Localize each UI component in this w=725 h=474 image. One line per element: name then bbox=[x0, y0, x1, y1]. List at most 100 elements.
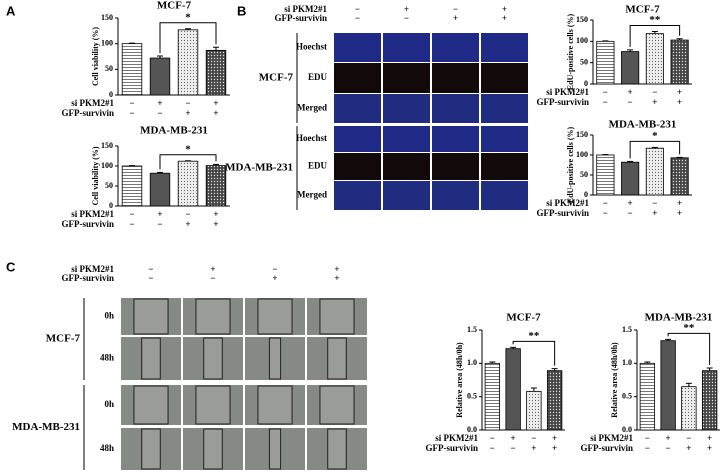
y-tick-label: 0.0 bbox=[622, 425, 632, 434]
condition-sign: + bbox=[677, 97, 682, 107]
bar bbox=[645, 147, 664, 196]
row-label: 0h bbox=[104, 311, 114, 321]
condition-name: si PKM2#1 bbox=[546, 198, 589, 208]
significance-bracket bbox=[629, 25, 681, 47]
condition-sign: + bbox=[628, 198, 633, 208]
micrograph bbox=[383, 126, 430, 152]
condition-name: si PKM2#1 bbox=[284, 4, 327, 14]
wound-area bbox=[327, 337, 347, 380]
condition-name: GFP-survivin bbox=[61, 273, 114, 283]
micrograph bbox=[481, 181, 528, 210]
condition-sign: + bbox=[707, 443, 712, 453]
chart-title: MDA-MB-231 bbox=[140, 125, 208, 137]
y-tick-label: 150 bbox=[101, 13, 113, 22]
condition-sign: − bbox=[628, 208, 633, 218]
condition-sign: + bbox=[652, 97, 657, 107]
bar bbox=[546, 370, 563, 431]
y-tick-label: 150 bbox=[576, 15, 588, 24]
condition-sign: + bbox=[677, 208, 682, 218]
micrograph bbox=[481, 126, 528, 152]
condition-name: si PKM2#1 bbox=[71, 98, 114, 108]
row-label: 0h bbox=[104, 399, 114, 409]
condition-sign: − bbox=[686, 433, 691, 443]
chart-title: MCF-7 bbox=[625, 4, 660, 16]
row-label: EDU bbox=[308, 161, 328, 171]
panel-label: A bbox=[6, 3, 16, 18]
bar bbox=[205, 165, 227, 207]
condition-sign: − bbox=[185, 98, 190, 108]
bar bbox=[681, 386, 697, 431]
condition-sign: + bbox=[677, 87, 682, 97]
bar bbox=[670, 39, 689, 85]
y-tick-label: 100 bbox=[576, 36, 588, 45]
group-label: MCF-7 bbox=[46, 333, 81, 345]
y-tick-label: 0 bbox=[584, 79, 588, 88]
y-tick-label: 0 bbox=[109, 201, 113, 210]
condition-sign: + bbox=[334, 264, 339, 274]
condition-sign: − bbox=[404, 13, 409, 23]
condition-sign: − bbox=[666, 443, 671, 453]
bar bbox=[596, 40, 615, 85]
y-tick-label: 50 bbox=[580, 57, 588, 66]
panel-label: B bbox=[237, 3, 246, 18]
micrograph bbox=[481, 63, 528, 93]
significance-bracket bbox=[159, 22, 217, 53]
condition-name: GFP-survivin bbox=[425, 443, 478, 453]
y-axis-label: EdU-positive cells (%) bbox=[566, 13, 575, 90]
condition-sign: − bbox=[272, 264, 277, 274]
condition-sign: − bbox=[531, 433, 536, 443]
y-axis-label: EdU-positive cells (%) bbox=[566, 126, 575, 203]
y-tick-label: 0.0 bbox=[467, 425, 477, 434]
y-axis-label: Cell viability (%) bbox=[91, 27, 100, 86]
condition-name: si PKM2#1 bbox=[71, 264, 114, 274]
y-tick-label: 100 bbox=[101, 161, 113, 170]
bar bbox=[149, 172, 171, 207]
micrograph bbox=[334, 33, 381, 62]
condition-sign: + bbox=[213, 108, 218, 118]
bar bbox=[121, 165, 143, 207]
row-label: Merged bbox=[297, 190, 327, 200]
significance-bracket bbox=[512, 340, 556, 366]
bar bbox=[660, 340, 676, 431]
condition-sign: − bbox=[645, 433, 650, 443]
significance-label: ** bbox=[649, 14, 661, 26]
micrograph bbox=[432, 33, 479, 62]
condition-sign: + bbox=[666, 433, 671, 443]
micrograph bbox=[334, 63, 381, 93]
condition-sign: − bbox=[453, 4, 458, 14]
bar bbox=[505, 348, 521, 431]
bar bbox=[177, 160, 199, 207]
micrograph bbox=[432, 126, 479, 152]
condition-sign: + bbox=[213, 219, 218, 229]
condition-sign: − bbox=[645, 443, 650, 453]
row-label: Hoechst bbox=[296, 42, 327, 52]
condition-sign: + bbox=[404, 4, 409, 14]
bar bbox=[701, 370, 718, 431]
condition-sign: + bbox=[652, 208, 657, 218]
condition-sign: + bbox=[552, 443, 557, 453]
y-axis-label: Cell viability (%) bbox=[91, 146, 100, 205]
bar bbox=[596, 154, 615, 196]
condition-sign: − bbox=[129, 209, 134, 219]
row-label: 48h bbox=[100, 443, 114, 453]
y-tick-label: 50 bbox=[105, 64, 113, 73]
condition-name: si PKM2#1 bbox=[546, 87, 589, 97]
y-tick-label: 100 bbox=[576, 150, 588, 159]
wound-area bbox=[195, 298, 231, 335]
condition-sign: + bbox=[157, 209, 162, 219]
row-label: EDU bbox=[308, 72, 328, 82]
micrograph bbox=[383, 63, 430, 93]
y-tick-label: 1.5 bbox=[622, 325, 632, 334]
condition-sign: − bbox=[490, 443, 495, 453]
micrograph bbox=[334, 153, 381, 180]
wound-area bbox=[203, 337, 223, 380]
row-label: Hoechst bbox=[296, 133, 327, 143]
significance-label: * bbox=[185, 11, 191, 23]
condition-sign: + bbox=[185, 108, 190, 118]
group-label: MCF-7 bbox=[259, 72, 294, 84]
condition-sign: − bbox=[129, 98, 134, 108]
bar bbox=[177, 29, 199, 96]
y-tick-label: 1.5 bbox=[467, 325, 477, 334]
wound-area bbox=[268, 337, 282, 380]
